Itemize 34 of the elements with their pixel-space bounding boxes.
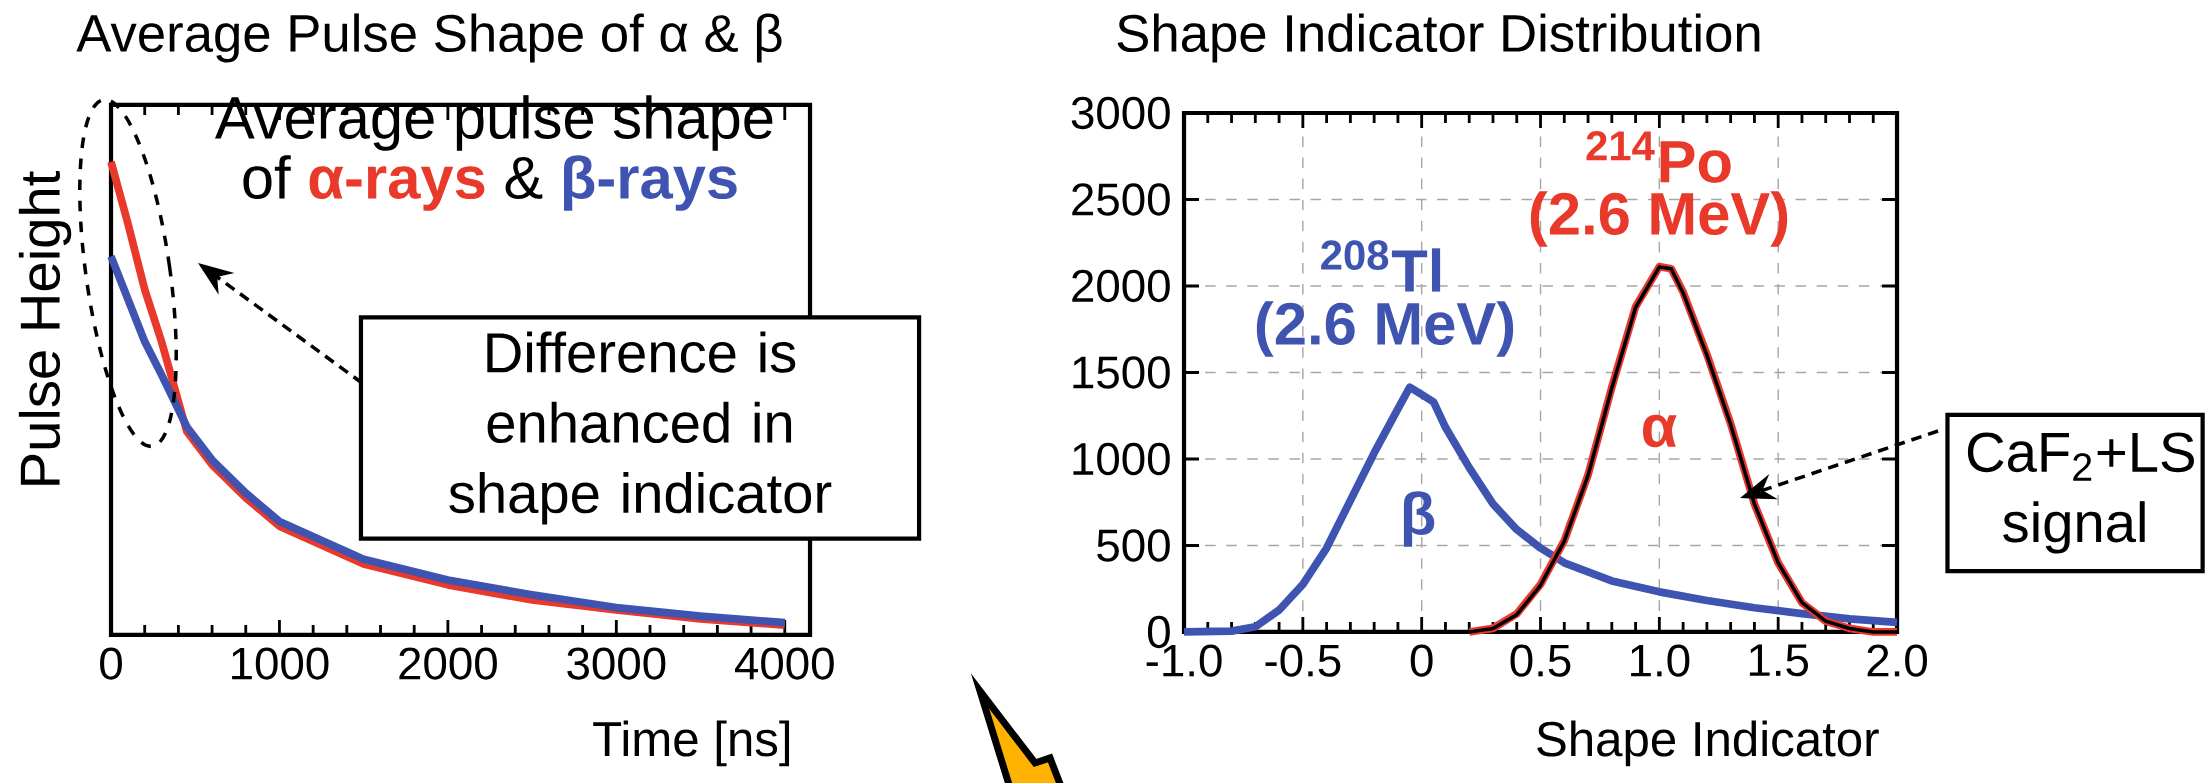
y-tick-label: 1500 [1073,356,1170,389]
y-tick-label: 2500 [1072,183,1170,216]
x-axis-title: Time [ns] [593,720,790,767]
annotation: & [505,157,543,200]
y-tick-label: 500 [1097,529,1170,562]
annotation: $^{214}$Po [1586,131,1731,183]
x-tick-label: 0 [100,647,122,680]
annotation: $^{208}$Tl [1321,240,1441,292]
y-tick-label: 3000 [1071,96,1170,130]
x-tick-label: 2.0 [1867,644,1928,677]
text: CaF$_{2}$+LS signal [1967,432,2194,554]
x-tick-label: 4000 [734,647,834,680]
y-axis-title: Pulse Height [18,171,72,485]
annotation: β [1403,491,1435,547]
x-tick-label: 1.0 [1631,644,1690,677]
x-tick-label: 1.5 [1749,644,1809,677]
chart-title: Average Pulse Shape of α & β [76,13,782,63]
x-tick-label: -0.5 [1265,644,1341,677]
annotation: α-rays [309,166,485,211]
y-tick-label: 1000 [1073,442,1170,476]
x-axis-title: Shape Indicator [1537,720,1879,767]
y-tick-label: 2000 [1072,269,1170,303]
annotation: of [243,155,291,200]
x-tick-label: 0 [1410,644,1433,677]
annotation: (2.6 MeV) [1530,191,1788,247]
x-tick-label: 3000 [567,647,666,680]
annotation: β-rays [564,155,737,211]
x-tick-label: 1000 [232,647,329,680]
annotation: Difference is enhanced in shape indicator [449,331,832,525]
annotation: α [1642,414,1677,448]
annotation: (2.6 MeV) [1256,301,1514,357]
x-tick-label: 2000 [399,647,497,680]
x-tick-label: 0.5 [1510,644,1571,677]
chart-title: Shape Indicator Distribution [1117,13,1760,63]
